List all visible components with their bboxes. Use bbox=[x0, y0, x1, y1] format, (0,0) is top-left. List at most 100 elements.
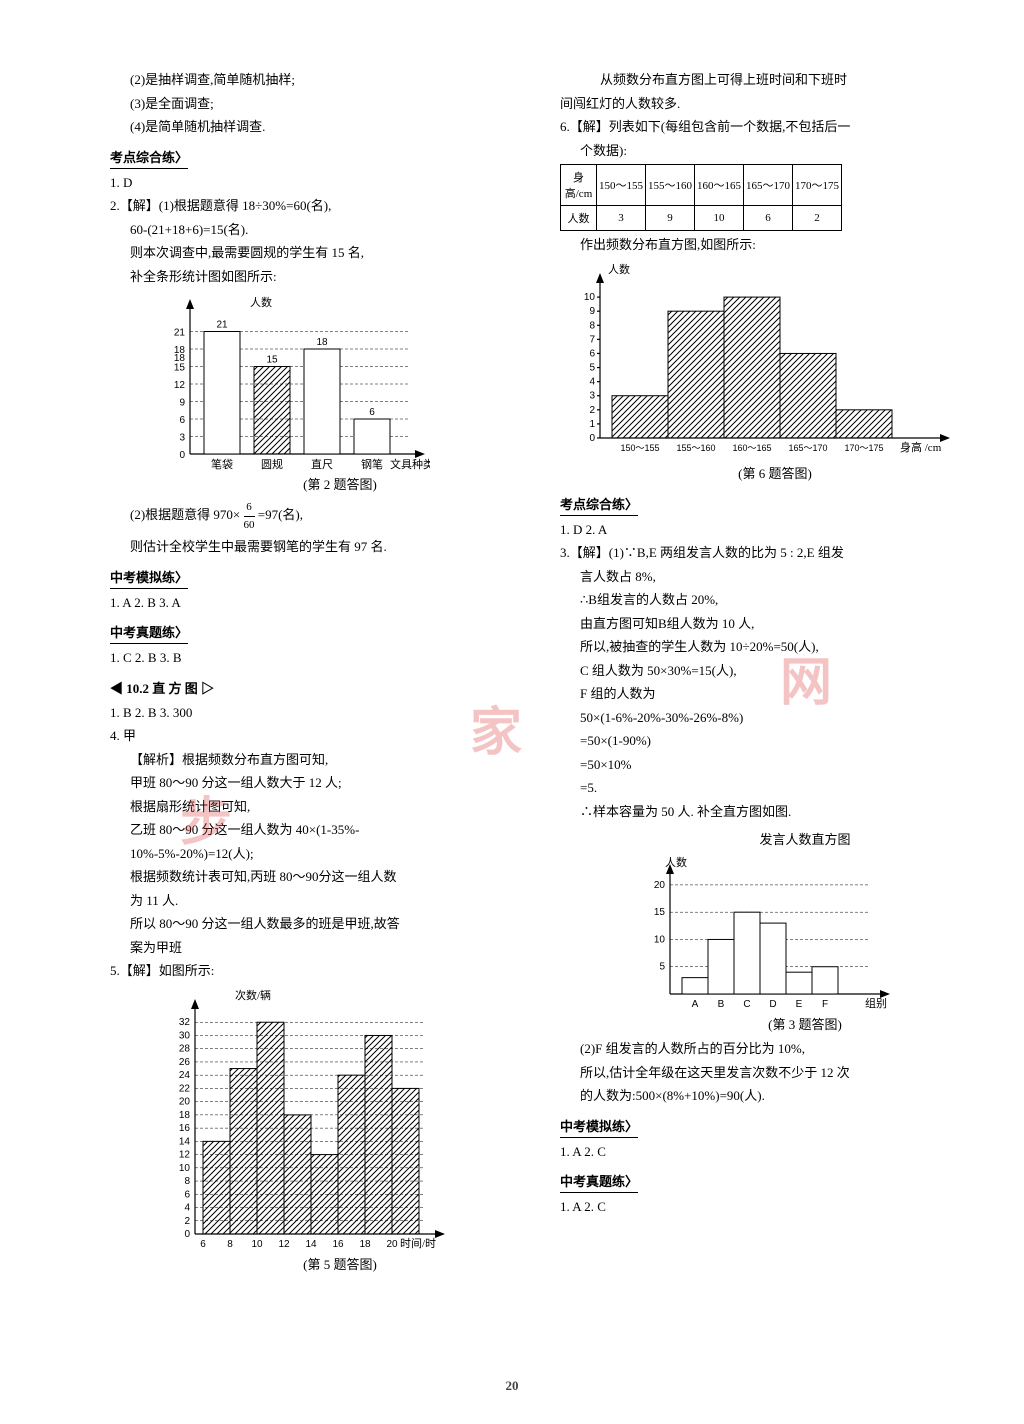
table-cell: 155～160 bbox=[646, 165, 695, 206]
svg-text:身高 /cm: 身高 /cm bbox=[900, 440, 942, 454]
svg-text:E: E bbox=[796, 999, 803, 1010]
text: C 组人数为 50×30%=15(人), bbox=[560, 661, 980, 681]
svg-text:0: 0 bbox=[589, 433, 595, 444]
text: 5.【解】如图所示: bbox=[110, 961, 530, 981]
section-header: 考点综合练〉 bbox=[110, 147, 188, 169]
svg-text:165～170: 165～170 bbox=[788, 443, 827, 453]
answer-line: 1. B 2. B 3. 300 bbox=[110, 703, 530, 723]
table-cell: 165～170 bbox=[744, 165, 793, 206]
text: ∴样本容量为 50 人. 补全直方图如图. bbox=[560, 802, 980, 822]
svg-text:直尺: 直尺 bbox=[311, 457, 333, 471]
svg-text:14: 14 bbox=[305, 1239, 317, 1250]
text: 所以,估计全年级在这天里发言次数不少于 12 次 bbox=[560, 1063, 980, 1083]
svg-text:28: 28 bbox=[179, 1043, 191, 1054]
svg-text:人数: 人数 bbox=[665, 856, 687, 869]
text: 根据扇形统计图可知, bbox=[110, 797, 530, 817]
svg-text:32: 32 bbox=[179, 1017, 191, 1028]
table-cell: 150～155 bbox=[597, 165, 646, 206]
y-axis-label: 人数 bbox=[250, 296, 272, 309]
table-cell: 10 bbox=[695, 206, 744, 231]
svg-text:170～175: 170～175 bbox=[844, 443, 883, 453]
svg-text:12: 12 bbox=[179, 1149, 191, 1160]
svg-text:1: 1 bbox=[589, 418, 595, 429]
text: 甲班 80～90 分这一组人数大于 12 人; bbox=[110, 773, 530, 793]
section-header: 中考真题练〉 bbox=[560, 1171, 638, 1193]
section-header: 中考真题练〉 bbox=[110, 622, 188, 644]
section-header: 中考模拟练〉 bbox=[560, 1116, 638, 1138]
table-cell: 3 bbox=[597, 206, 646, 231]
text: 4. 甲 bbox=[110, 726, 530, 746]
svg-text:人数: 人数 bbox=[608, 263, 630, 276]
text: 乙班 80～90 分这一组人数为 40×(1-35%- bbox=[110, 820, 530, 840]
svg-text:7: 7 bbox=[589, 334, 595, 345]
svg-text:21: 21 bbox=[174, 328, 186, 339]
text: 由直方图可知B组人数为 10 人, bbox=[560, 614, 980, 634]
svg-text:15: 15 bbox=[174, 363, 186, 374]
svg-text:0: 0 bbox=[184, 1229, 190, 1240]
text: 6.【解】列表如下(每组包含前一个数据,不包括后一 bbox=[560, 117, 980, 137]
text: (2)F 组发言的人数所占的百分比为 10%, bbox=[560, 1039, 980, 1059]
svg-text:20: 20 bbox=[386, 1239, 398, 1250]
text: 作出频数分布直方图,如图所示: bbox=[560, 235, 980, 255]
chart-3: 发言人数直方图 人数5101520ABCDEF组别 (第 3 题答图) bbox=[630, 829, 980, 1033]
svg-text:5: 5 bbox=[659, 962, 665, 973]
text: 补全条形统计图如图所示: bbox=[110, 267, 530, 287]
chart-caption: (第 3 题答图) bbox=[630, 1014, 980, 1033]
svg-text:圆规: 圆规 bbox=[261, 457, 283, 471]
text: (3)是全面调查; bbox=[110, 94, 530, 114]
right-column: 从频数分布直方图上可得上班时间和下班时 间闯红灯的人数较多. 6.【解】列表如下… bbox=[560, 70, 980, 1279]
text: (4)是简单随机抽样调查. bbox=[110, 117, 530, 137]
svg-text:F: F bbox=[822, 999, 828, 1010]
svg-text:12: 12 bbox=[174, 380, 186, 391]
svg-text:10: 10 bbox=[584, 292, 596, 303]
svg-text:21: 21 bbox=[216, 320, 228, 331]
svg-text:B: B bbox=[718, 999, 725, 1010]
answer-line: 1. A 2. B 3. A bbox=[110, 593, 530, 613]
svg-text:16: 16 bbox=[179, 1123, 191, 1134]
svg-text:8: 8 bbox=[227, 1239, 233, 1250]
text: 2.【解】(1)根据题意得 18÷30%=60(名), bbox=[110, 196, 530, 216]
svg-text:钢笔: 钢笔 bbox=[361, 457, 383, 471]
svg-text:6: 6 bbox=[179, 415, 185, 426]
svg-text:0: 0 bbox=[179, 450, 185, 461]
text: 的人数为:500×(8%+10%)=90(人). bbox=[560, 1086, 980, 1106]
svg-text:5: 5 bbox=[589, 362, 595, 373]
chapter-title: ◀ 10.2 直 方 图 ▷ bbox=[110, 678, 214, 697]
svg-text:14: 14 bbox=[179, 1136, 191, 1147]
table-cell: 9 bbox=[646, 206, 695, 231]
svg-text:A: A bbox=[692, 999, 699, 1010]
svg-text:4: 4 bbox=[184, 1202, 190, 1213]
svg-text:155～160: 155～160 bbox=[676, 443, 715, 453]
text: 50×(1-6%-20%-30%-26%-8%) bbox=[560, 708, 980, 728]
svg-text:6: 6 bbox=[200, 1239, 206, 1250]
svg-text:次数/辆: 次数/辆 bbox=[235, 989, 271, 1002]
text: (2)是抽样调查,简单随机抽样; bbox=[110, 70, 530, 90]
svg-text:10: 10 bbox=[179, 1162, 191, 1173]
svg-text:8: 8 bbox=[589, 320, 595, 331]
text: 从频数分布直方图上可得上班时间和下班时 bbox=[560, 70, 980, 90]
text: 则本次调查中,最需要圆规的学生有 15 名, bbox=[110, 243, 530, 263]
answer-line: 1. D 2. A bbox=[560, 520, 980, 540]
svg-text:3: 3 bbox=[589, 390, 595, 401]
svg-text:160～165: 160～165 bbox=[732, 443, 771, 453]
table-row: 身高/cm 150～155 155～160 160～165 165～170 17… bbox=[561, 165, 842, 206]
text: 所以 80～90 分这一组人数最多的班是甲班,故答 bbox=[110, 914, 530, 934]
chart-6: 人数012345678910150～155155～160160～165165～1… bbox=[570, 263, 980, 482]
text: 个数据): bbox=[560, 141, 980, 161]
svg-text:2: 2 bbox=[589, 404, 595, 415]
chart-caption: (第 6 题答图) bbox=[570, 463, 980, 482]
svg-text:18: 18 bbox=[174, 353, 186, 364]
text: 60-(21+18+6)=15(名). bbox=[110, 220, 530, 240]
svg-text:D: D bbox=[769, 999, 776, 1010]
text: =50×10% bbox=[560, 755, 980, 775]
svg-text:20: 20 bbox=[654, 880, 666, 891]
svg-text:8: 8 bbox=[184, 1176, 190, 1187]
svg-text:26: 26 bbox=[179, 1056, 191, 1067]
chart-caption: (第 2 题答图) bbox=[150, 474, 530, 493]
svg-text:15: 15 bbox=[654, 907, 666, 918]
table-cell: 2 bbox=[793, 206, 842, 231]
svg-text:6: 6 bbox=[369, 407, 375, 418]
svg-text:笔袋: 笔袋 bbox=[211, 457, 233, 471]
svg-text:组别: 组别 bbox=[865, 996, 887, 1010]
svg-text:6: 6 bbox=[184, 1189, 190, 1200]
